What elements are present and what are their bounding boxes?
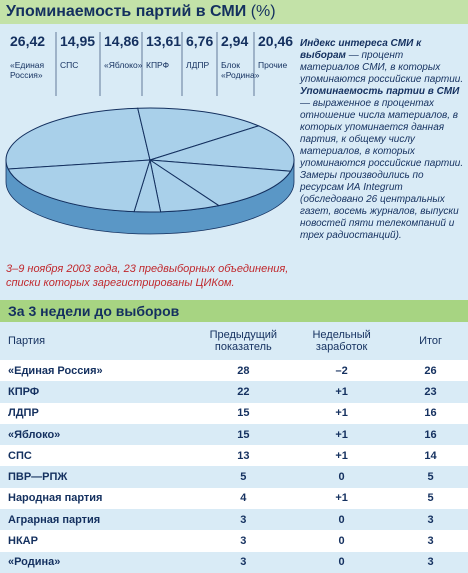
table-cell-number: 0 [290,466,394,488]
category-label: Прочие [258,60,288,70]
table-row: «Родина» 3 0 3 [0,551,468,573]
value-label: 14,86 [104,33,139,49]
table-cell-number: –2 [290,360,394,382]
chart-title: Упоминаемость партий в СМИ [6,3,247,20]
table-cell-number: 26 [393,360,468,382]
table-cell-number: 3 [196,551,291,573]
table-cell-number: 14 [393,445,468,467]
column-header: Итог [393,322,468,360]
note-text: — выраженное в процентах отношение числа… [300,98,464,169]
party-name: ЛДПР [0,402,197,424]
value-label: 2,94 [221,33,248,49]
category-label: СПС [60,60,78,70]
note-text: Индекс интереса СМИ к выборам [300,38,422,61]
category-label: ЛДПР [186,60,209,70]
table-row: «Единая Россия» 28 –2 26 [0,360,468,382]
note-text: Упоминаемость партии в СМИ [300,86,460,97]
table-cell-number: 3 [196,530,291,552]
table-cell-number: 4 [196,487,291,510]
pie-slice [5,107,151,170]
category-label: «Яблоко» [104,60,143,70]
table-cell-number: +1 [290,423,394,446]
table-cell-number: 15 [196,423,291,446]
party-name: ПВР—РПЖ [0,466,197,488]
category-label: «Единая Россия» [10,60,45,80]
pie-slice [148,159,292,207]
table: Партия Предыдущий показатель Недельный зар… [0,322,468,573]
pie-chart: 26,42 «Единая Россия» 14,95 СПС 14,86 «Яблоко»… [5,32,295,235]
party-name: «Родина» [0,551,197,573]
pie-slice [137,107,261,161]
value-label: 20,46 [258,33,293,49]
value-label: 14,95 [60,33,95,49]
note-paragraph: Индекс интереса СМИ к выборам — процент … [300,38,464,86]
table-cell-number: +1 [290,402,394,424]
unit: (%) [250,3,276,20]
note-text: — процент материалов СМИ, в которых упом… [300,50,464,85]
table-cell-number: 16 [393,402,468,424]
category-label: Блок «Родина» [221,60,260,80]
table-cell-number: +1 [290,445,394,467]
table-cell-number: 3 [393,551,468,573]
party-name: «Единая Россия» [0,360,197,382]
table-cell-number: 28 [196,360,291,382]
pie-slice [149,125,295,172]
table-cell-number: 23 [393,381,468,403]
caption: 3–9 ноября 2003 года, 23 предвыборных об… [6,263,289,289]
note-text: Замеры производились по ресурсам ИА Inte… [300,170,459,241]
table-cell-number: +1 [290,381,394,403]
table-cell-number: 22 [196,381,291,403]
party-name: «Яблоко» [0,423,197,446]
title-bar: Упоминаемость партий в СМИ (%) [0,0,468,24]
table-cell-number: 3 [393,530,468,552]
table-cell-number: +1 [290,487,394,510]
table-cell-number: 0 [290,551,394,573]
table-cell-number: 15 [196,402,291,424]
value-label: 13,61 [146,33,181,49]
table-cell-number: 0 [290,530,394,552]
category-label: КПРФ [146,60,169,70]
note-paragraph: Замеры производились по ресурсам ИА Inte… [300,170,464,242]
table-row: СПС 13 +1 14 [0,445,468,467]
table-row: Аграрная партия 3 0 3 [0,509,468,531]
table-cell-number: 0 [290,509,394,531]
note-paragraph: Упоминаемость партии в СМИ — выраженное … [300,86,464,170]
table-cell-number: 5 [196,466,291,488]
value-label: 6,76 [186,33,213,49]
value-label: 26,42 [10,33,45,49]
notes: Индекс интереса СМИ к выборам — процент … [300,38,464,242]
table-cell-number: 16 [393,423,468,446]
column-header: Недельный заработок [290,322,394,360]
table-cell-number: 5 [393,487,468,510]
column-header: Предыдущий показатель [196,322,291,360]
table-row: ПВР—РПЖ 5 0 5 [0,466,468,488]
party-name: КПРФ [0,381,197,403]
table-row: ЛДПР 15 +1 16 [0,402,468,424]
table-title: За 3 недели до выборов [0,300,468,322]
table-cell-number: 13 [196,445,291,467]
header-row: Партия Предыдущий показатель Недельный зар… [0,322,468,360]
table-row: «Яблоко» 15 +1 16 [0,423,468,446]
party-name: Народная партия [0,487,197,510]
table-row: НКАР 3 0 3 [0,530,468,552]
pie-slice [7,159,151,213]
table-row: Народная партия 4 +1 5 [0,487,468,510]
column-header: Партия [0,322,197,360]
party-name: СПС [0,445,197,467]
table-cell-number: 3 [196,509,291,531]
table-row: КПРФ 22 +1 23 [0,381,468,403]
party-name: НКАР [0,530,197,552]
party-name: Аграрная партия [0,509,197,531]
table-cell-number: 5 [393,466,468,488]
table-cell-number: 3 [393,509,468,531]
